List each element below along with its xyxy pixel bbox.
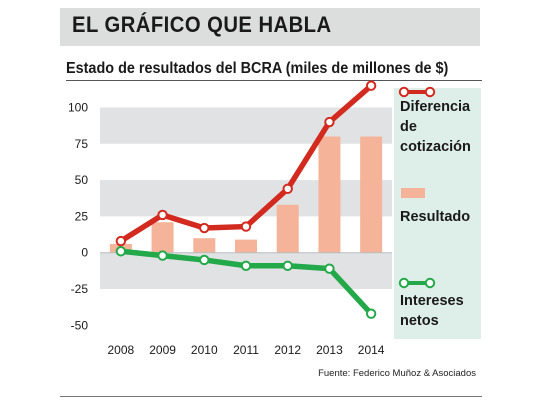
legend-panel [394, 88, 481, 339]
legend-label: de [400, 119, 417, 135]
y-tick-label: 25 [75, 209, 89, 223]
line-series [115, 80, 377, 319]
legend-swatch-resultado [401, 188, 425, 198]
source-note: Fuente: Federico Muñoz & Asociados [318, 368, 476, 379]
y-tick-label: 0 [81, 246, 88, 260]
point-1-2011 [240, 260, 252, 271]
point-0-2009 [157, 209, 168, 221]
legend-icon-intereses [398, 277, 436, 289]
point-0-2010 [199, 222, 210, 234]
header-band [60, 8, 480, 46]
point-0-2013 [324, 116, 335, 128]
point-0-2012 [282, 183, 293, 195]
x-tick-label: 2014 [358, 343, 385, 357]
legend: Diferencia de cotización Resultado Intereses… [398, 86, 471, 329]
point-0-2008 [115, 235, 127, 247]
point-1-2013 [324, 263, 335, 274]
legend-label: Resultado [400, 209, 470, 225]
point-1-2008 [115, 246, 127, 257]
legend-label: netos [400, 313, 439, 329]
bar-2010 [193, 238, 216, 253]
chart-title: Estado de resultados del BCRA (miles de … [66, 60, 449, 77]
x-tick-label: 2010 [191, 343, 218, 357]
point-0-2011 [240, 221, 252, 232]
bar-2014 [360, 136, 383, 253]
y-axis-tick-labels: 100 75 50 25 0 -25 -50 [68, 101, 88, 333]
point-1-2012 [282, 260, 293, 271]
point-1-2010 [199, 254, 210, 266]
legend-icon-diferencia [398, 86, 436, 98]
legend-label: cotización [400, 139, 471, 155]
y-tick-label: -25 [71, 282, 89, 296]
x-tick-label: 2013 [316, 343, 343, 357]
legend-label: Diferencia [400, 99, 471, 115]
x-tick-label: 2011 [233, 343, 259, 357]
x-tick-label: 2008 [108, 343, 135, 357]
point-1-2009 [157, 250, 168, 261]
x-axis-tick-labels: 2008 2009 2010 2011 2012 2013 2014 [108, 343, 385, 357]
gridline-band-1 [100, 180, 392, 217]
x-tick-label: 2009 [149, 343, 176, 357]
x-tick-label: 2012 [274, 343, 301, 357]
y-tick-label: -50 [71, 318, 89, 332]
title-divider [66, 80, 482, 81]
point-0-2014 [365, 80, 377, 91]
y-tick-label: 100 [68, 101, 88, 115]
bottom-divider [60, 396, 482, 397]
point-1-2014 [365, 308, 377, 319]
bar-2011 [235, 239, 257, 253]
bar-2013 [318, 136, 341, 253]
bar-2009 [151, 222, 174, 253]
gridline-band-0 [100, 107, 392, 144]
y-tick-label: 75 [75, 137, 89, 151]
y-tick-label: 50 [75, 173, 89, 187]
legend-label: Intereses [400, 293, 464, 309]
page-title: EL GRÁFICO QUE HABLA [72, 12, 332, 37]
bar-2012 [276, 204, 299, 253]
